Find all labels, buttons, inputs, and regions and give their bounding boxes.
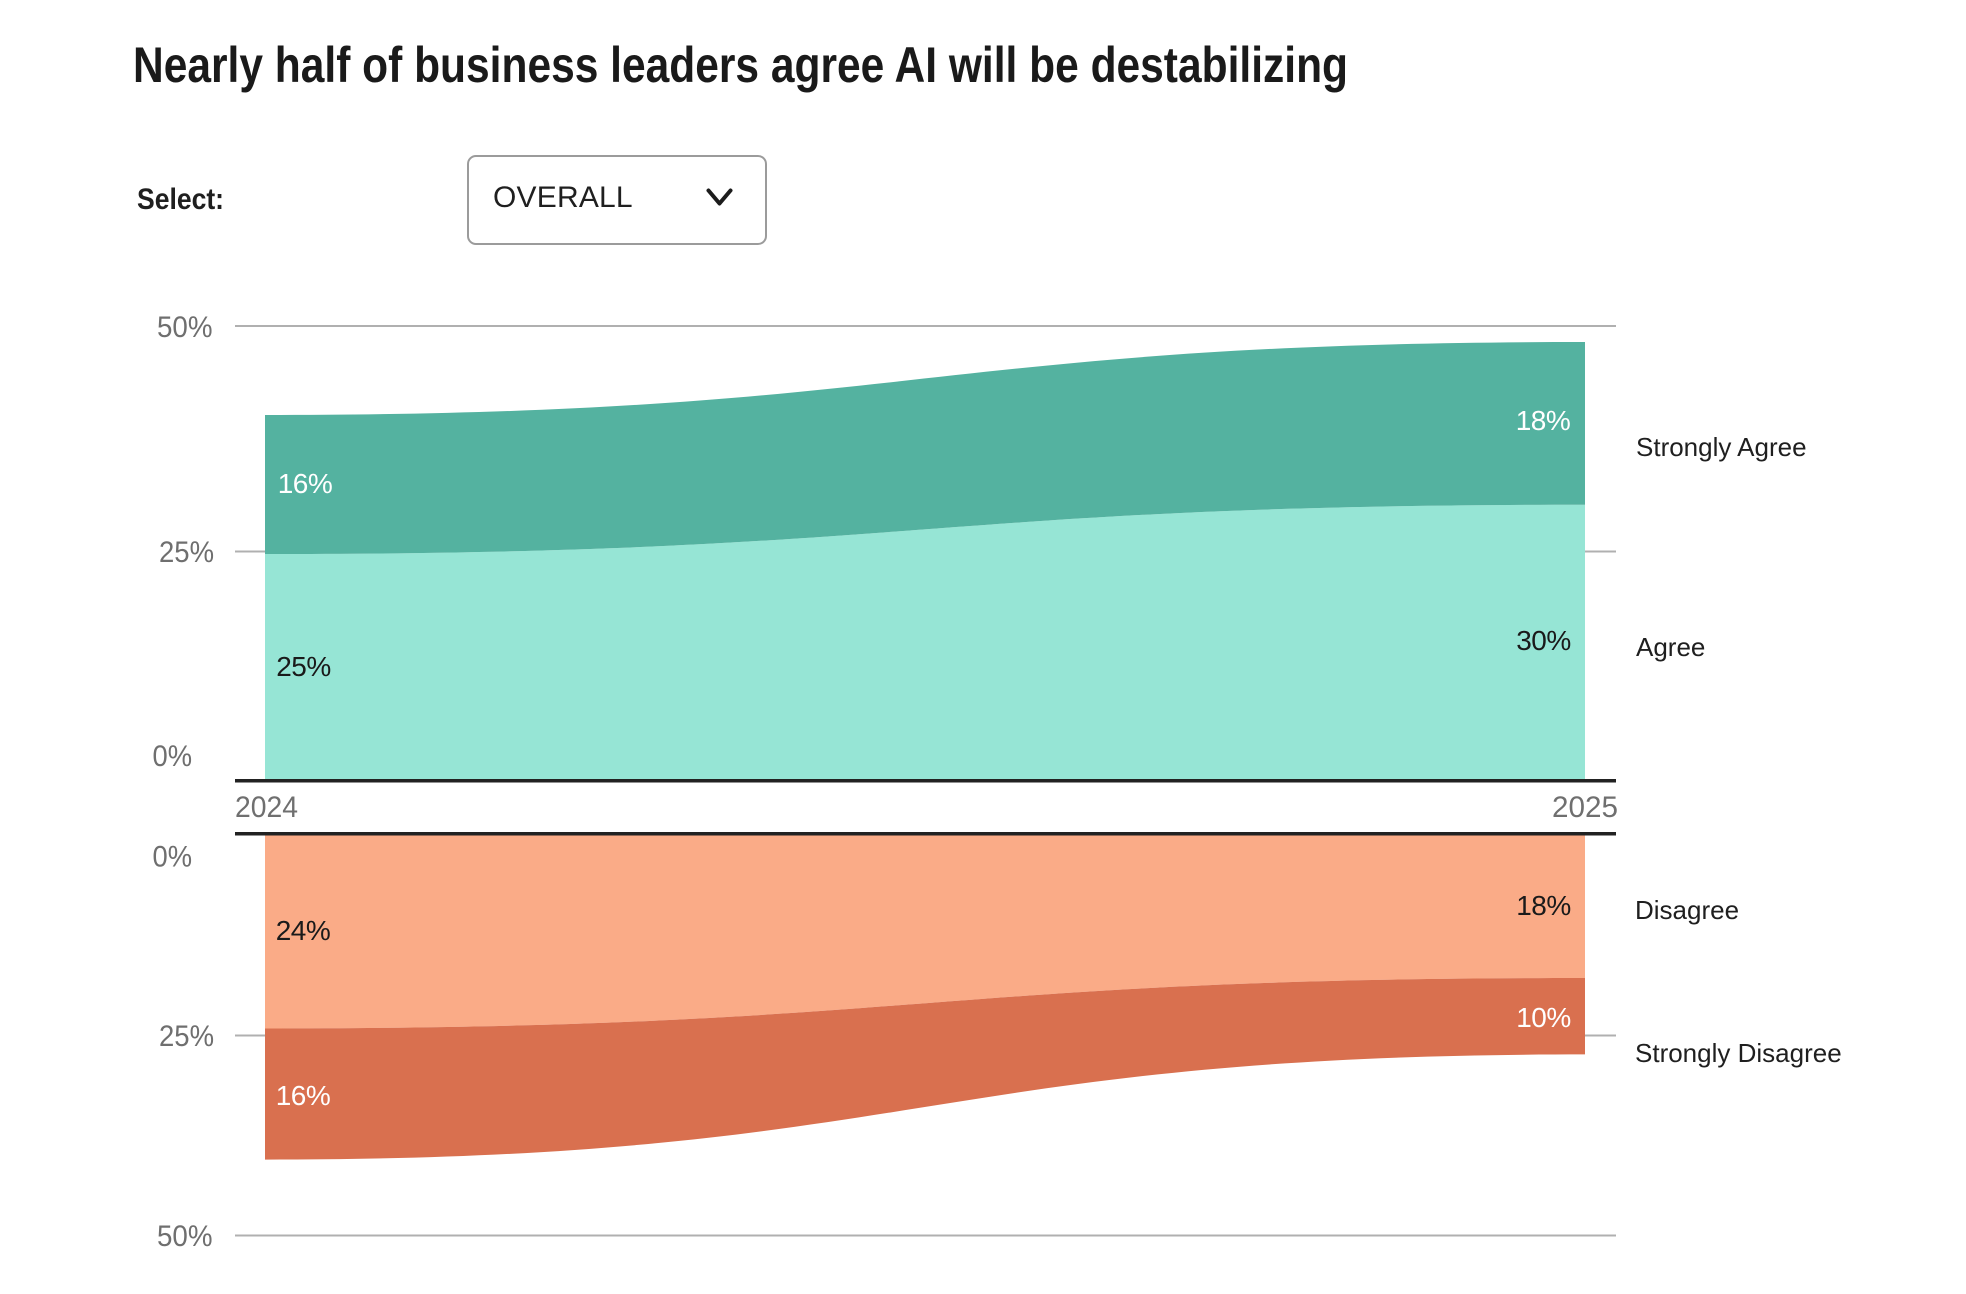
svg-text:Strongly Agree: Strongly Agree [1636,432,1807,462]
svg-text:16%: 16% [278,468,333,499]
svg-text:25%: 25% [159,536,214,569]
svg-text:18%: 18% [1516,890,1571,921]
svg-text:2025: 2025 [1552,791,1618,824]
svg-text:OVERALL: OVERALL [493,181,633,214]
svg-text:50%: 50% [157,1220,213,1253]
svg-text:25%: 25% [276,651,331,682]
svg-text:Nearly half of business leader: Nearly half of business leaders agree AI… [133,37,1348,93]
svg-text:Agree: Agree [1636,632,1705,662]
svg-text:Strongly Disagree: Strongly Disagree [1635,1038,1842,1068]
svg-text:18%: 18% [1516,405,1571,436]
svg-text:0%: 0% [153,841,193,874]
svg-text:30%: 30% [1516,625,1571,656]
svg-text:24%: 24% [276,915,331,946]
svg-text:16%: 16% [276,1080,331,1111]
svg-text:50%: 50% [157,311,213,344]
svg-text:10%: 10% [1516,1002,1571,1033]
svg-text:0%: 0% [153,740,193,773]
svg-text:25%: 25% [159,1020,214,1053]
svg-text:2024: 2024 [235,791,298,824]
svg-text:Disagree: Disagree [1635,895,1739,925]
svg-text:Select:: Select: [137,183,224,216]
